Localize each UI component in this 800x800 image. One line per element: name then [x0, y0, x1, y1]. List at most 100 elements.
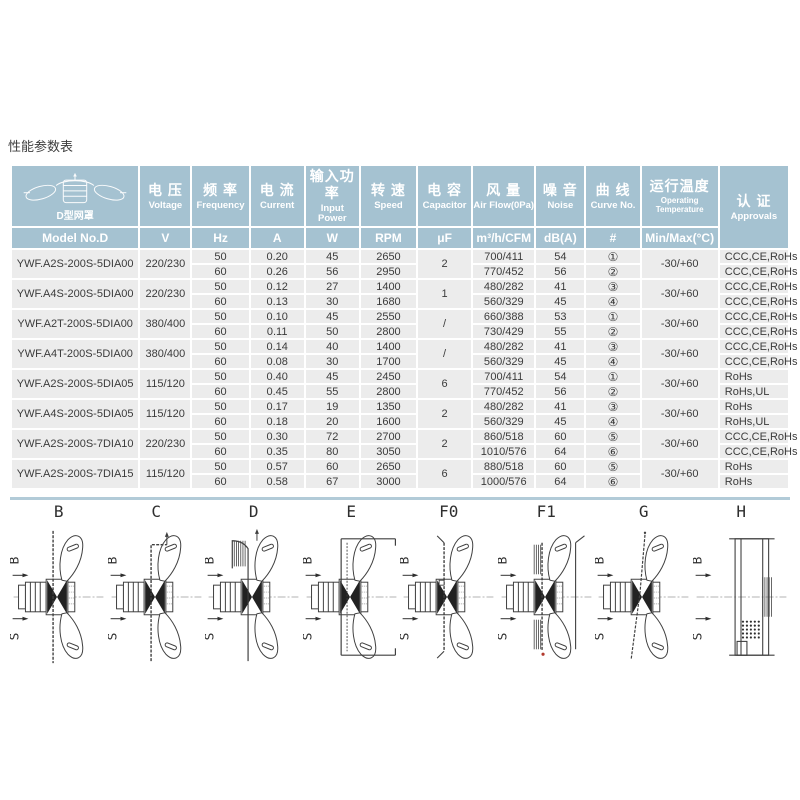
cell-airflow: 770/452 — [473, 265, 535, 278]
cell-input-power: 19 — [305, 400, 359, 413]
cell-input-power: 60 — [305, 460, 359, 473]
cell-airflow: 480/282 — [473, 280, 535, 293]
cell-frequency: 50 — [192, 430, 249, 443]
svg-text:B: B — [498, 556, 511, 564]
cell-approvals: RoHs,UL — [719, 415, 788, 428]
diagram-label-E: E — [346, 502, 357, 521]
cell-noise: 54 — [536, 370, 585, 383]
cell-curve-no: ④ — [586, 355, 640, 368]
cell-speed: 3000 — [360, 475, 417, 488]
cell-curve-no: ① — [586, 250, 640, 263]
cell-capacitor: 6 — [418, 460, 472, 488]
table-row: 60 0.58 67 3000 1000/576 64 ⑥ RoHs — [12, 475, 788, 488]
cell-speed: 1400 — [360, 340, 417, 353]
cell-input-power: 30 — [305, 355, 359, 368]
cell-input-power: 67 — [305, 475, 359, 488]
cell-model: YWF.A2S-200S-5DIA05 — [12, 370, 139, 398]
svg-text:S: S — [303, 633, 316, 641]
col-header-speed: 转 速 Speed — [360, 166, 417, 226]
cell-noise: 45 — [536, 295, 585, 308]
col-header-airflow: 风 量 Air Flow(0Pa) — [473, 166, 535, 226]
cell-model: YWF.A4S-200S-5DIA00 — [12, 280, 139, 308]
table-row: 60 0.13 30 1680 560/329 45 ④ CCC,CE,RoHs — [12, 295, 798, 308]
diagram-label-B: B — [53, 502, 64, 521]
mounting-diagram-D-drawing: BS — [205, 528, 299, 662]
diagram-label-D: D — [248, 502, 259, 521]
cell-current: 0.26 — [250, 265, 304, 278]
cell-noise: 60 — [536, 460, 585, 473]
cell-curve-no: ② — [586, 385, 640, 398]
svg-text:B: B — [10, 556, 23, 564]
cell-speed: 2650 — [360, 460, 417, 473]
svg-text:S: S — [595, 633, 608, 641]
cell-speed: 1700 — [360, 355, 417, 368]
table-row: YWF.A2S-200S-5DIA00 220/230 50 0.20 45 2650 2 7… — [12, 250, 798, 278]
cell-input-power: 40 — [305, 340, 359, 353]
table-row: YWF.A2S-200S-7DIA15 115/120 50 0.57 60 2650 6 8… — [12, 460, 788, 488]
mounting-diagram-slot-H: HBS — [693, 503, 791, 671]
corner-cell: D型网罩 — [12, 166, 139, 226]
performance-spec-table: D型网罩 电 压 Voltage 频 率 Frequency 电 流 Current … — [10, 164, 798, 490]
cell-capacitor: 2 — [418, 400, 472, 428]
col-header-operating-temperature: 运行温度 Operating Temperature — [641, 166, 718, 226]
cell-current: 0.40 — [250, 370, 304, 383]
diagram-label-G: G — [638, 502, 649, 521]
col-header-capacitor: 电 容 Capacitor — [418, 166, 472, 226]
cell-noise: 41 — [536, 280, 585, 293]
cell-current: 0.57 — [250, 460, 304, 473]
cell-current: 0.58 — [250, 475, 304, 488]
cell-capacitor: / — [418, 310, 472, 338]
mounting-diagram-B-drawing: BS — [10, 530, 104, 664]
cell-curve-no: ③ — [586, 400, 640, 413]
cell-frequency: 60 — [192, 415, 249, 428]
cell-approvals: RoHs — [719, 400, 788, 413]
cell-approvals: CCC,CE,RoHs — [719, 325, 798, 338]
cell-capacitor: 1 — [418, 280, 472, 308]
cell-curve-no: ③ — [586, 280, 640, 293]
cell-speed: 1350 — [360, 400, 417, 413]
cell-current: 0.11 — [250, 325, 304, 338]
svg-text:B: B — [400, 556, 413, 564]
svg-text:S: S — [498, 633, 511, 641]
cell-curve-no: ③ — [586, 340, 640, 353]
table-row: YWF.A2S-200S-7DIA10 220/230 50 0.30 72 2700 2 8… — [12, 430, 798, 458]
table-row: YWF.A4S-200S-5DIA05 115/120 50 0.17 19 1350 2 4… — [12, 400, 788, 428]
svg-text:S: S — [693, 633, 706, 641]
unit-noise: dB(A) — [536, 228, 585, 248]
unit-operating-temperature: Min/Max(°C) — [641, 228, 718, 248]
cell-noise: 41 — [536, 400, 585, 413]
cell-voltage: 115/120 — [140, 370, 191, 398]
cell-airflow: 560/329 — [473, 355, 535, 368]
table-row: 60 0.35 80 3050 1010/576 64 ⑥ CCC,CE,RoHs — [12, 445, 798, 458]
mounting-diagram-slot-D: D BS — [205, 503, 303, 671]
cell-current: 0.17 — [250, 400, 304, 413]
cell-curve-no: ① — [586, 310, 640, 323]
col-header-frequency: 频 率 Frequency — [192, 166, 249, 226]
cell-current: 0.30 — [250, 430, 304, 443]
diagram-label-H: H — [736, 502, 747, 521]
cell-model: YWF.A2S-200S-7DIA10 — [12, 430, 139, 458]
cell-capacitor: 2 — [418, 250, 472, 278]
table-bottom-accent — [10, 497, 790, 500]
cell-curve-no: ⑤ — [586, 430, 640, 443]
cell-input-power: 27 — [305, 280, 359, 293]
cell-curve-no: ② — [586, 265, 640, 278]
cell-noise: 45 — [536, 355, 585, 368]
cell-current: 0.18 — [250, 415, 304, 428]
cell-frequency: 50 — [192, 460, 249, 473]
cell-operating-temperature: -30/+60 — [641, 370, 718, 398]
cell-speed: 3050 — [360, 445, 417, 458]
unit-current: A — [250, 228, 304, 248]
mounting-diagram-slot-G: GBS — [595, 503, 693, 671]
cell-approvals: RoHs,UL — [719, 385, 788, 398]
unit-airflow: m³/h/CFM — [473, 228, 535, 248]
cell-curve-no: ① — [586, 370, 640, 383]
cell-curve-no: ④ — [586, 295, 640, 308]
fan-image-caption: D型网罩 — [56, 211, 94, 222]
cell-noise: 54 — [536, 250, 585, 263]
cell-frequency: 60 — [192, 385, 249, 398]
table-row: 60 0.08 30 1700 560/329 45 ④ CCC,CE,RoHs — [12, 355, 798, 368]
cell-approvals: RoHs — [719, 370, 788, 383]
cell-noise: 55 — [536, 325, 585, 338]
cell-voltage: 220/230 — [140, 280, 191, 308]
